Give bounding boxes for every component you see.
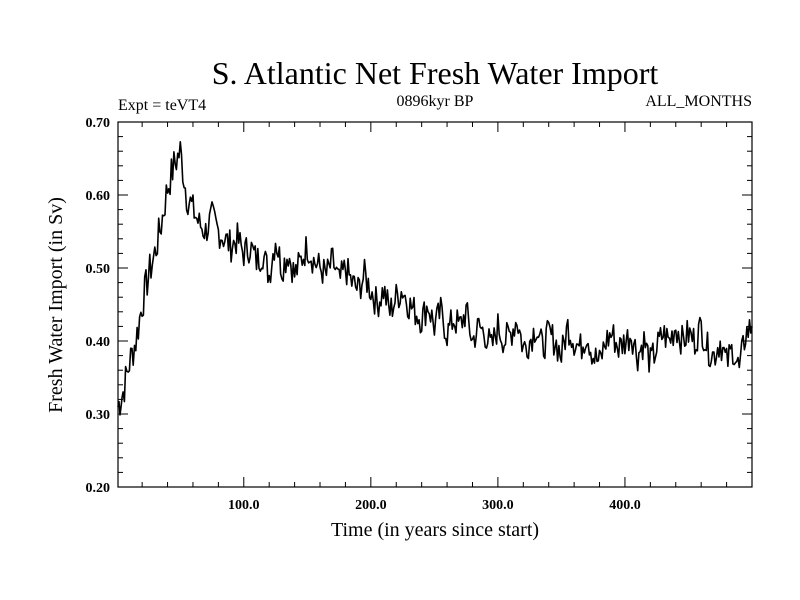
y-tick-label: 0.50 <box>86 262 111 277</box>
y-tick-label: 0.60 <box>86 189 111 204</box>
chart-title: S. Atlantic Net Fresh Water Import <box>212 55 659 91</box>
series-layer <box>117 141 753 416</box>
y-tick-label: 0.30 <box>86 408 111 423</box>
x-tick-label: 100.0 <box>228 498 260 513</box>
y-tick-label: 0.40 <box>86 335 111 350</box>
plot-frame <box>117 121 753 488</box>
x-tick-label: 400.0 <box>609 498 641 513</box>
y-axis-label: Fresh Water Import (in Sv) <box>45 197 67 413</box>
x-axis: 100.0 200.0 300.0 400.0 <box>141 122 728 513</box>
y-tick-label: 0.20 <box>86 481 111 496</box>
series-line <box>117 141 753 416</box>
x-tick-label: 300.0 <box>482 498 514 513</box>
y-axis: 0.20 0.30 0.40 0.50 0.60 0.70 <box>86 116 752 496</box>
y-tick-label: 0.70 <box>86 116 111 131</box>
period-label: 0896kyr BP <box>397 93 474 110</box>
experiment-label: Expt = teVT4 <box>118 97 206 114</box>
x-axis-label: Time (in years since start) <box>331 519 539 541</box>
months-label: ALL_MONTHS <box>645 93 752 110</box>
x-tick-label: 200.0 <box>355 498 387 513</box>
